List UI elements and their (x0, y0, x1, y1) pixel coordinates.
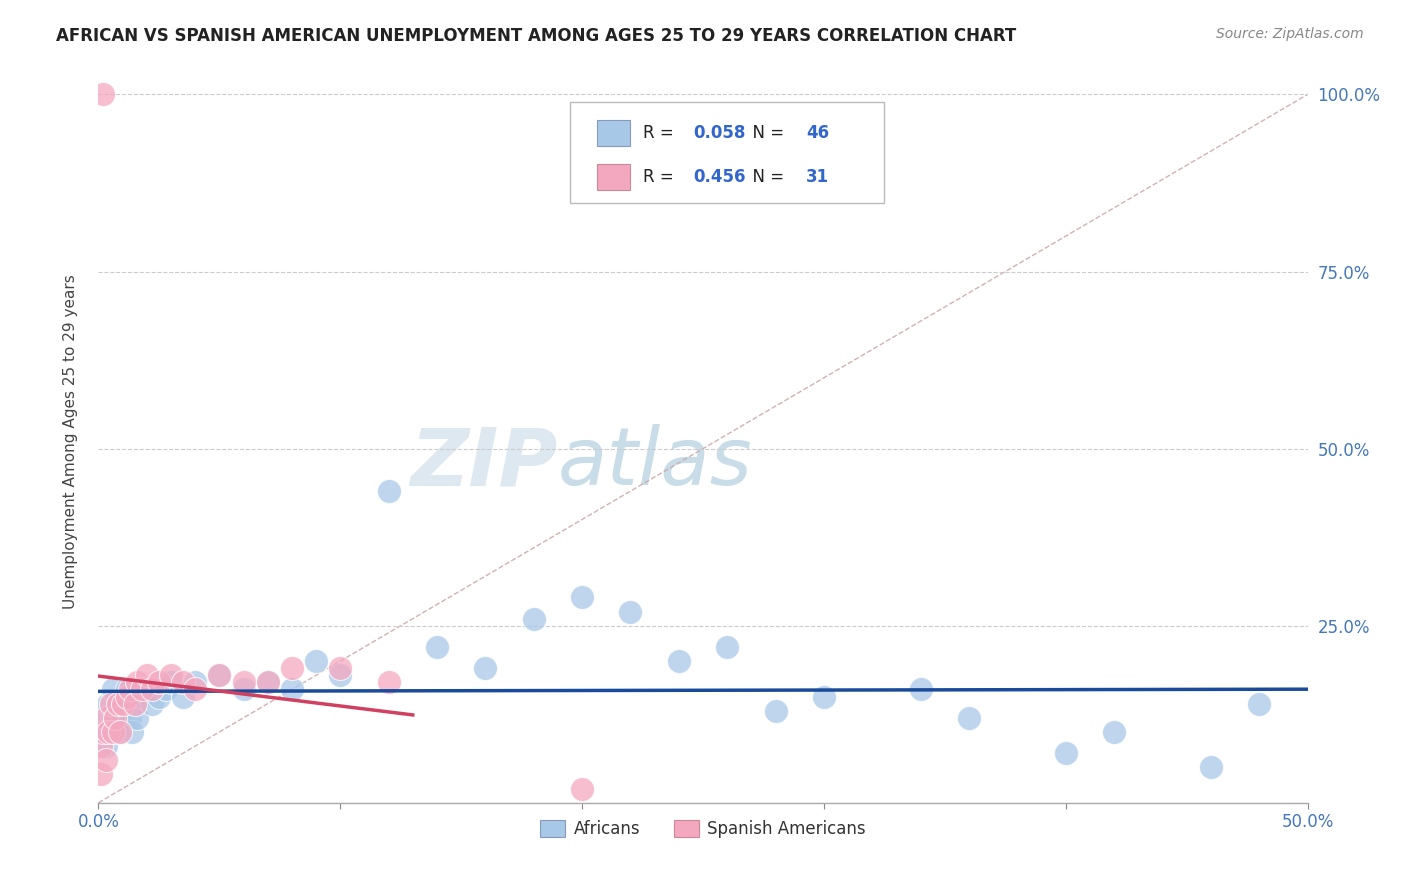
Point (474, 661, 496, 675)
Point (135, 682, 157, 697)
Point (668, 654, 690, 668)
Point (208, 668, 231, 682)
Point (232, 675, 254, 690)
Point (100, 697, 122, 711)
Point (97, 697, 120, 711)
Legend: Africans, Spanish Americans: Africans, Spanish Americans (534, 814, 872, 845)
Point (523, 612, 546, 626)
FancyBboxPatch shape (596, 164, 630, 190)
Point (765, 704, 787, 718)
Text: 46: 46 (806, 125, 830, 143)
Point (619, 605, 641, 619)
Point (107, 697, 129, 711)
Point (281, 682, 304, 697)
Point (1199, 760, 1222, 774)
Point (141, 697, 163, 711)
Point (571, 781, 593, 796)
Point (100, 725, 122, 739)
FancyBboxPatch shape (596, 120, 630, 146)
Point (131, 690, 153, 704)
Text: 31: 31 (806, 168, 830, 186)
Text: R =: R = (643, 168, 679, 186)
Point (305, 654, 328, 668)
Point (94, 753, 117, 767)
Point (108, 725, 131, 739)
Point (90, 767, 112, 781)
Point (117, 690, 139, 704)
Point (94, 711, 117, 725)
Point (91, 87, 114, 102)
Point (172, 690, 194, 704)
Point (114, 697, 136, 711)
Point (104, 711, 127, 725)
Text: 0.456: 0.456 (693, 168, 745, 186)
Point (127, 711, 149, 725)
Point (90, 725, 112, 739)
Point (127, 675, 149, 690)
Point (107, 697, 129, 711)
Point (172, 675, 194, 690)
Point (118, 682, 141, 697)
Text: R =: R = (643, 125, 679, 143)
Point (1054, 746, 1077, 760)
Point (329, 668, 352, 682)
Point (97, 725, 120, 739)
Point (184, 682, 207, 697)
Point (813, 690, 835, 704)
Point (155, 682, 177, 697)
Point (101, 725, 124, 739)
Point (377, 675, 399, 690)
Point (124, 697, 146, 711)
Point (111, 711, 134, 725)
Point (377, 484, 399, 499)
Point (117, 682, 139, 697)
Text: N =: N = (742, 168, 789, 186)
Point (256, 675, 278, 690)
Y-axis label: Unemployment Among Ages 25 to 29 years: Unemployment Among Ages 25 to 29 years (63, 274, 77, 609)
Point (160, 668, 183, 682)
Point (121, 725, 143, 739)
Text: Source: ZipAtlas.com: Source: ZipAtlas.com (1216, 27, 1364, 41)
Point (281, 661, 304, 675)
Text: AFRICAN VS SPANISH AMERICAN UNEMPLOYMENT AMONG AGES 25 TO 29 YEARS CORRELATION C: AFRICAN VS SPANISH AMERICAN UNEMPLOYMENT… (56, 27, 1017, 45)
Point (426, 640, 449, 654)
Point (90, 739, 112, 753)
Point (135, 668, 157, 682)
Point (957, 711, 980, 725)
Point (1102, 725, 1125, 739)
Text: 0.058: 0.058 (693, 125, 745, 143)
Point (256, 675, 278, 690)
Point (329, 661, 352, 675)
Text: ZIP: ZIP (411, 425, 558, 502)
Point (111, 697, 134, 711)
Point (184, 675, 207, 690)
Point (131, 682, 153, 697)
Point (148, 690, 170, 704)
FancyBboxPatch shape (569, 102, 884, 203)
Point (232, 682, 254, 697)
Text: N =: N = (742, 125, 789, 143)
Point (101, 682, 124, 697)
Point (148, 675, 170, 690)
Point (104, 711, 127, 725)
Point (160, 675, 183, 690)
Point (208, 668, 231, 682)
Point (141, 682, 163, 697)
Point (910, 682, 932, 697)
Text: atlas: atlas (558, 425, 752, 502)
Point (571, 591, 593, 605)
Point (91, 711, 114, 725)
Point (716, 640, 738, 654)
Point (91, 725, 114, 739)
Point (118, 711, 141, 725)
Point (94, 739, 117, 753)
Point (1249, 697, 1271, 711)
Point (108, 725, 131, 739)
Point (124, 697, 146, 711)
